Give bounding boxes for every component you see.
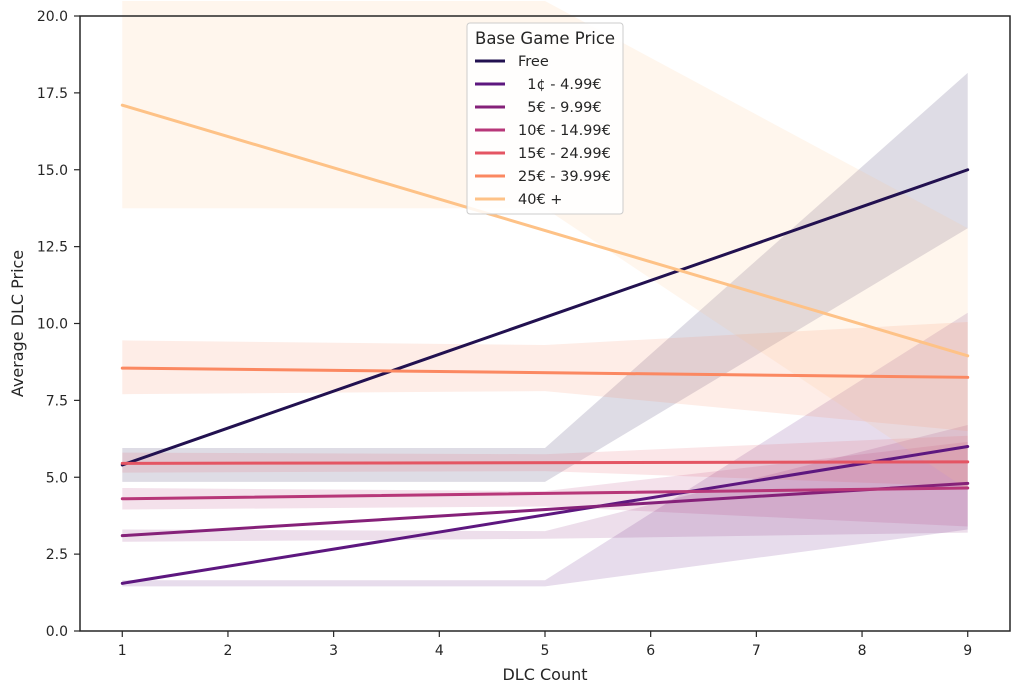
x-axis-ticks: 1 2 3 4 5 6 7 8 9 bbox=[118, 631, 972, 659]
confidence-band-5 bbox=[122, 322, 968, 432]
legend-label: 25€ - 39.99€ bbox=[518, 169, 611, 185]
x-tick-label: 7 bbox=[752, 643, 761, 659]
x-tick-label: 2 bbox=[223, 643, 232, 659]
x-axis-label: DLC Count bbox=[502, 665, 587, 684]
legend-title: Base Game Price bbox=[475, 29, 615, 48]
y-axis-ticks: 0.0 2.5 5.0 7.5 10.0 12.5 15.0 17.5 20.0 bbox=[37, 9, 80, 640]
series-line-2 bbox=[120, 481, 970, 538]
confidence-band-4 bbox=[122, 435, 968, 487]
series-line-5 bbox=[120, 366, 970, 379]
legend-label: 1¢ - 4.99€ bbox=[518, 77, 602, 93]
confidence-band-1 bbox=[122, 312, 968, 587]
y-axis-label: Average DLC Price bbox=[8, 250, 27, 397]
legend-label: 15€ - 24.99€ bbox=[518, 146, 611, 162]
x-tick-label: 8 bbox=[858, 643, 867, 659]
legend-items: Free 1¢ - 4.99€ 5€ - 9.99€ 10€ - 14.99€ 15… bbox=[475, 54, 611, 208]
confidence-bands bbox=[122, 1, 968, 587]
legend: Base Game Price Free 1¢ - 4.99€ 5€ - 9.9… bbox=[466, 22, 624, 215]
confidence-band-3 bbox=[122, 441, 968, 527]
confidence-band-6 bbox=[122, 1, 968, 490]
y-tick-label: 0.0 bbox=[46, 624, 68, 640]
confidence-band-0 bbox=[122, 72, 968, 482]
confidence-band-2 bbox=[122, 425, 968, 542]
legend-box bbox=[466, 22, 624, 215]
x-tick-label: 9 bbox=[963, 643, 972, 659]
y-tick-label: 2.5 bbox=[46, 547, 68, 563]
x-tick-label: 1 bbox=[118, 643, 127, 659]
series-line-1 bbox=[120, 445, 970, 585]
series-line-0 bbox=[120, 168, 970, 467]
legend-label: 40€ + bbox=[518, 192, 562, 208]
legend-label: 10€ - 14.99€ bbox=[518, 123, 611, 139]
regression-lines bbox=[120, 103, 970, 585]
y-tick-label: 15.0 bbox=[37, 163, 68, 179]
x-tick-label: 3 bbox=[329, 643, 338, 659]
x-tick-label: 6 bbox=[646, 643, 655, 659]
series-line-4 bbox=[120, 460, 970, 465]
x-tick-label: 5 bbox=[541, 643, 550, 659]
legend-label: 5€ - 9.99€ bbox=[518, 100, 602, 116]
y-tick-label: 20.0 bbox=[37, 9, 68, 25]
series-line-3 bbox=[120, 486, 970, 501]
y-tick-label: 7.5 bbox=[46, 393, 68, 409]
legend-label: Free bbox=[518, 54, 549, 70]
y-tick-label: 5.0 bbox=[46, 470, 68, 486]
y-tick-label: 10.0 bbox=[37, 317, 68, 333]
y-tick-label: 12.5 bbox=[37, 240, 68, 256]
y-tick-label: 17.5 bbox=[37, 86, 68, 102]
x-tick-label: 4 bbox=[435, 643, 444, 659]
series-line-6 bbox=[120, 103, 970, 358]
